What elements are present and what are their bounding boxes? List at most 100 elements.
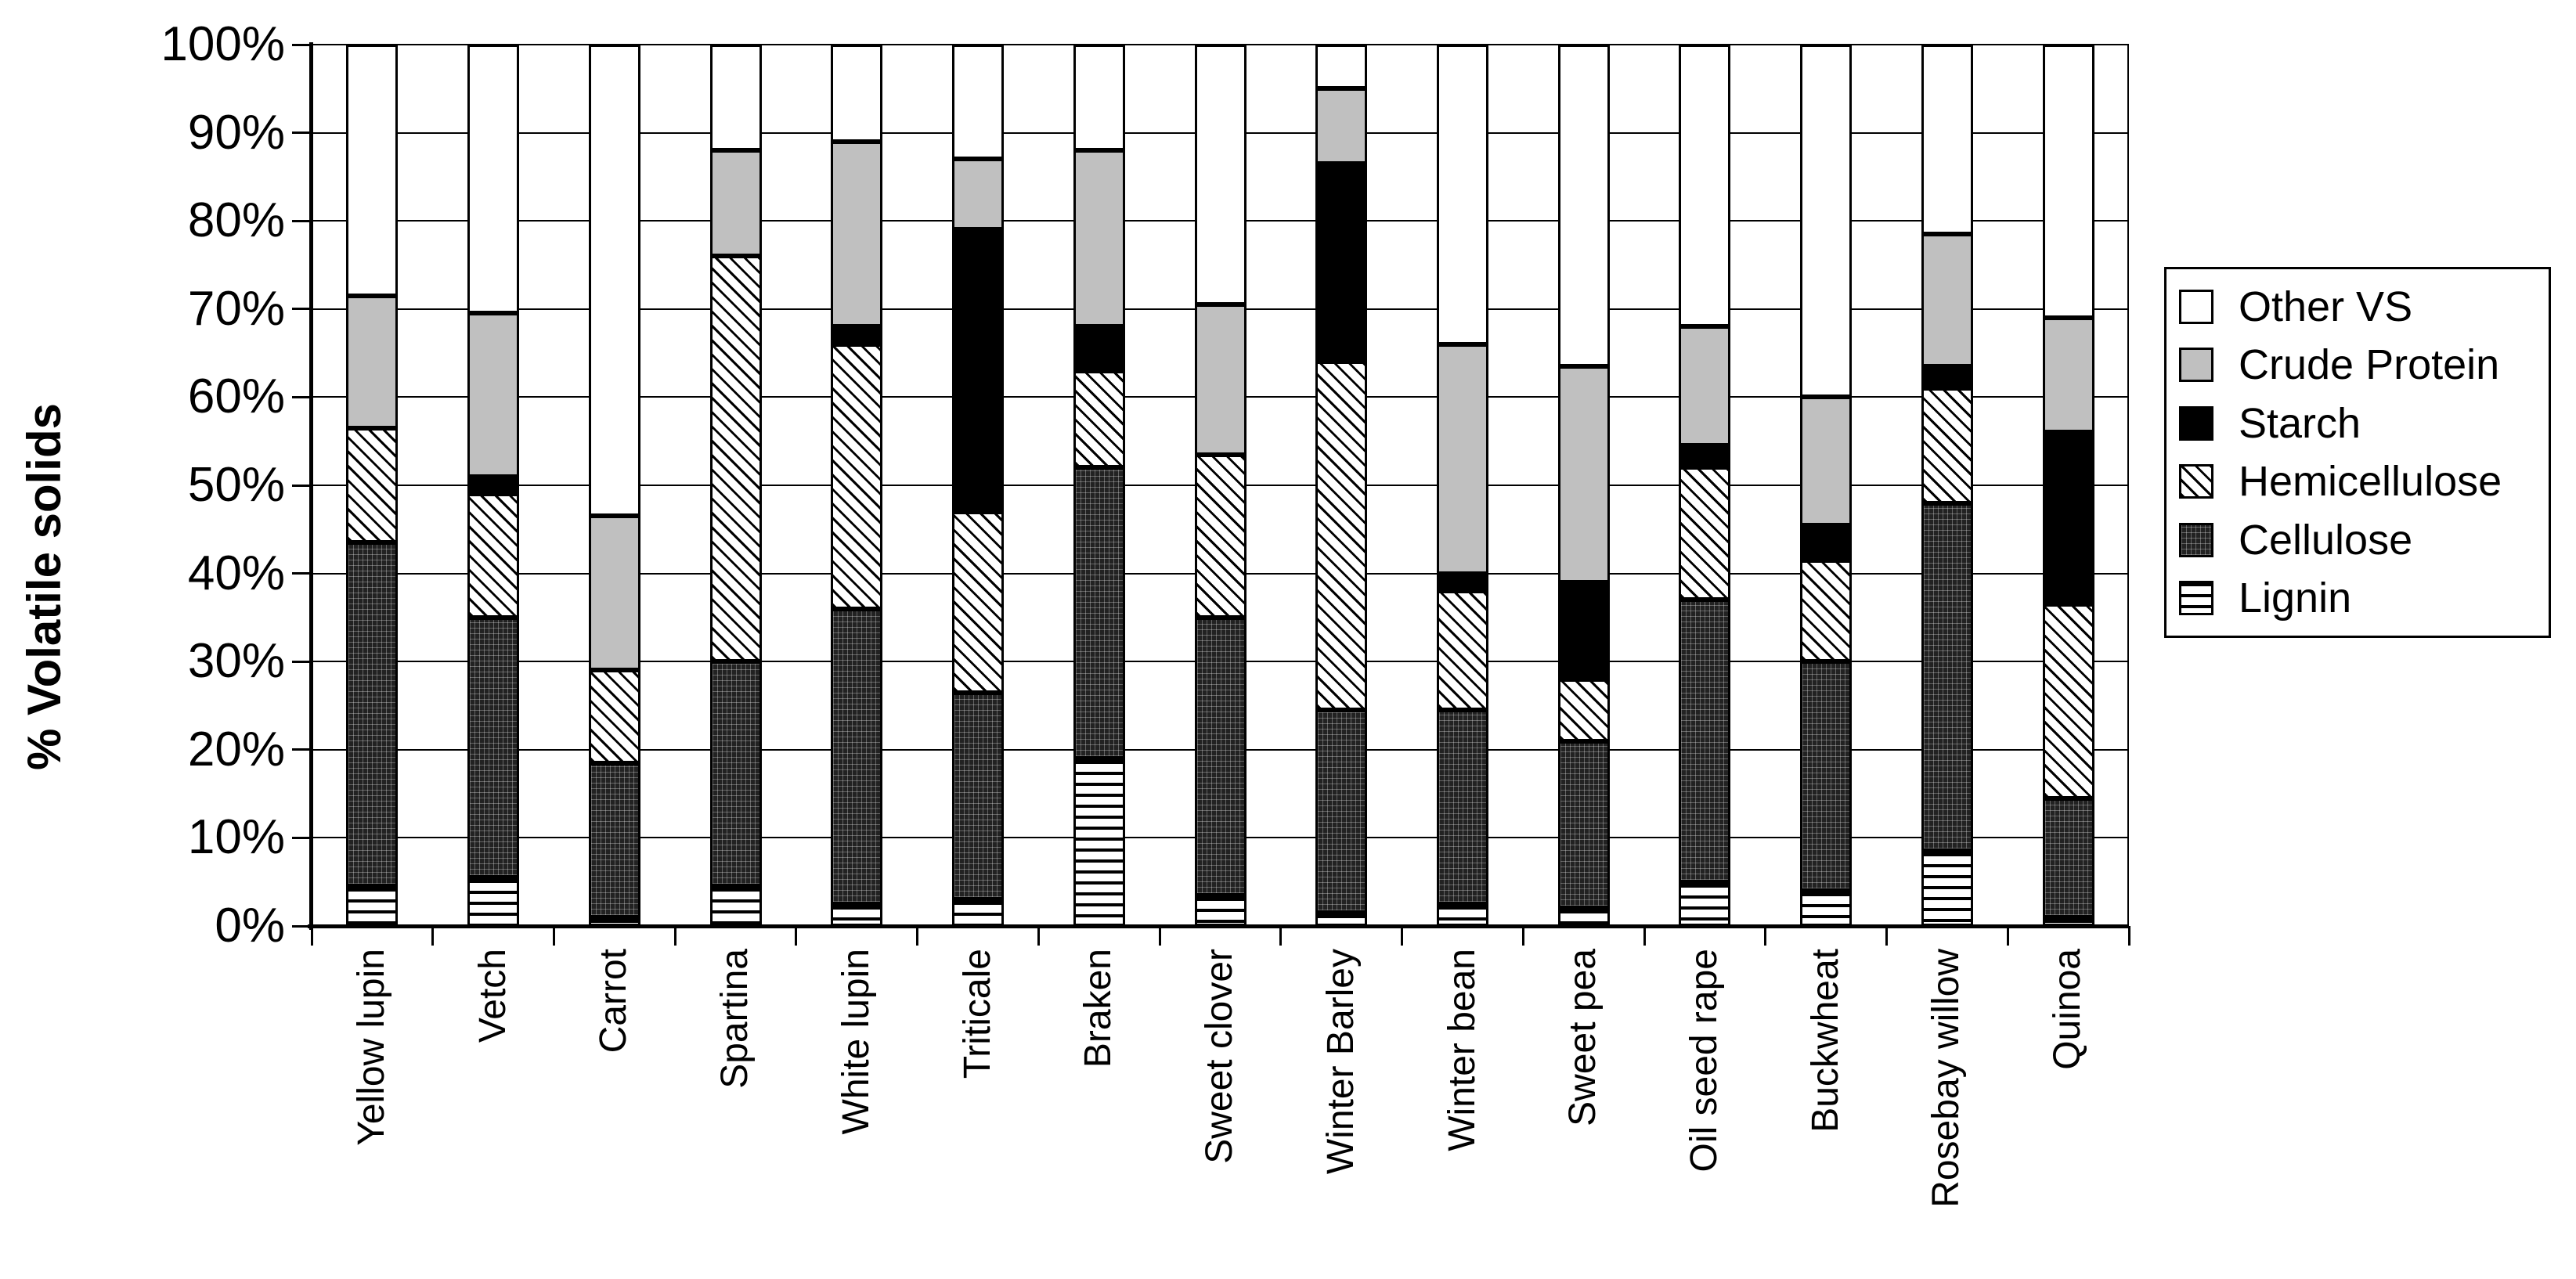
- x-axis-tick: [795, 926, 798, 946]
- legend-swatch-crude-protein: [2179, 348, 2213, 383]
- bar-segment-hemicellulose: [1800, 560, 1853, 662]
- bar-segment-lignin: [831, 903, 883, 926]
- bar-segment-cellulose: [2042, 798, 2094, 917]
- x-axis-tick: [431, 926, 435, 946]
- x-category-label-text: Buckwheat: [1804, 949, 1846, 1133]
- x-axis-tick: [2127, 926, 2130, 946]
- x-axis-tick: [310, 926, 313, 946]
- bar-segment-cellulose: [831, 608, 883, 904]
- y-axis-tick: [292, 219, 309, 222]
- bar-segment-other-vs: [1921, 45, 1973, 235]
- bar-segment-starch: [1557, 582, 1610, 679]
- bar-segment-lignin: [1315, 913, 1368, 926]
- bar-segment-crude-protein: [1921, 234, 1973, 366]
- legend-item: Lignin: [2179, 577, 2549, 619]
- bar-segment-hemicellulose: [1921, 388, 1973, 503]
- y-tick-label: 100%: [161, 17, 285, 71]
- y-tick-label: 40%: [187, 546, 285, 600]
- bar-segment-crude-protein: [1194, 304, 1247, 455]
- bar-segment-cellulose: [346, 542, 399, 887]
- x-axis-tick: [916, 926, 919, 946]
- legend-item: Crude Protein: [2179, 344, 2549, 386]
- x-axis-tick: [1279, 926, 1283, 946]
- x-category-label-text: Rosebay willow: [1925, 949, 1968, 1208]
- bar-segment-starch: [1921, 366, 1973, 389]
- bar-segment-other-vs: [1800, 45, 1853, 398]
- bar-segment-hemicellulose: [952, 511, 1005, 693]
- bar-segment-crude-protein: [1679, 326, 1731, 446]
- bar-segment-lignin: [588, 917, 640, 926]
- bar-segment-crude-protein: [1315, 88, 1368, 164]
- bar-segment-hemicellulose: [1557, 679, 1610, 741]
- x-category-label-text: Spartina: [714, 949, 756, 1089]
- legend-swatch-starch: [2179, 405, 2213, 441]
- x-category-label: Oil seed rape: [1669, 949, 1740, 1270]
- bar-segment-starch: [1073, 326, 1125, 371]
- x-category-label: White lupin: [821, 949, 892, 1270]
- bar-segment-other-vs: [1315, 45, 1368, 89]
- bar-segment-other-vs: [1557, 45, 1610, 366]
- x-category-label: Braken: [1064, 949, 1135, 1270]
- bar-segment-hemicellulose: [1436, 591, 1488, 711]
- y-tick-label: 80%: [187, 193, 285, 248]
- x-axis-tick: [673, 926, 676, 946]
- bar-segment-other-vs: [1073, 45, 1125, 151]
- bar-segment-crude-protein: [831, 141, 883, 327]
- plot-right-border: [2127, 45, 2129, 926]
- bar-segment-other-vs: [588, 45, 640, 517]
- y-tick-label: 30%: [187, 634, 285, 689]
- bar-segment-hemicellulose: [831, 344, 883, 609]
- legend-item: Hemicellulose: [2179, 460, 2549, 503]
- x-axis-tick: [2006, 926, 2009, 946]
- bar-segment-crude-protein: [952, 159, 1005, 230]
- bar-segment-crude-protein: [346, 295, 399, 428]
- y-axis-tick: [292, 572, 309, 575]
- x-category-label-text: Sweet pea: [1562, 949, 1604, 1126]
- bar-segment-other-vs: [1194, 45, 1247, 305]
- x-category-label: Rosebay willow: [1912, 949, 1983, 1270]
- y-tick-label: 60%: [187, 369, 285, 424]
- bar-segment-hemicellulose: [709, 256, 762, 662]
- bar-segment-hemicellulose: [1679, 467, 1731, 600]
- legend-swatch-other-vs: [2179, 289, 2213, 324]
- bar-segment-other-vs: [346, 45, 399, 296]
- bar-segment-cellulose: [1315, 710, 1368, 913]
- bar-segment-hemicellulose: [588, 670, 640, 763]
- x-category-label-text: Quinoa: [2047, 949, 2089, 1070]
- y-axis-tick: [292, 836, 309, 839]
- x-category-label-text: Braken: [1077, 949, 1120, 1068]
- bar-segment-other-vs: [709, 45, 762, 151]
- legend-item: Starch: [2179, 402, 2549, 445]
- legend-item: Cellulose: [2179, 519, 2549, 561]
- legend-item: Other VS: [2179, 286, 2549, 328]
- x-category-label: Quinoa: [2033, 949, 2104, 1270]
- bar-segment-lignin: [1436, 903, 1488, 926]
- x-category-label: Sweet clover: [1185, 949, 1256, 1270]
- x-category-label: Sweet pea: [1549, 949, 1619, 1270]
- x-category-label-text: Vetch: [471, 949, 514, 1043]
- bar-segment-cellulose: [952, 692, 1005, 900]
- bar-segment-lignin: [1557, 908, 1610, 926]
- legend-label: Lignin: [2239, 575, 2352, 622]
- x-category-label: Buckwheat: [1791, 949, 1861, 1270]
- bar-segment-other-vs: [952, 45, 1005, 160]
- x-axis-line: [308, 924, 2129, 928]
- bar-segment-starch: [467, 476, 520, 495]
- x-category-label-text: White lupin: [835, 949, 877, 1135]
- legend-label: Crude Protein: [2239, 341, 2500, 389]
- legend: Other VS Crude Protein Starch Hemicellulose…: [2164, 267, 2551, 638]
- y-tick-label: 90%: [187, 105, 285, 160]
- bar-segment-starch: [831, 326, 883, 344]
- x-category-label: Winter Barley: [1306, 949, 1376, 1270]
- y-tick-label: 20%: [187, 722, 285, 776]
- bar-segment-hemicellulose: [346, 427, 399, 543]
- bar-segment-cellulose: [1679, 600, 1731, 882]
- bar-segment-starch: [1436, 573, 1488, 592]
- x-category-label-text: Sweet clover: [1199, 949, 1241, 1164]
- bar-segment-lignin: [467, 877, 520, 926]
- bar-segment-cellulose: [709, 661, 762, 887]
- bar-segment-other-vs: [2042, 45, 2094, 319]
- y-axis-tick: [292, 308, 309, 311]
- bar-segment-lignin: [1921, 851, 1973, 926]
